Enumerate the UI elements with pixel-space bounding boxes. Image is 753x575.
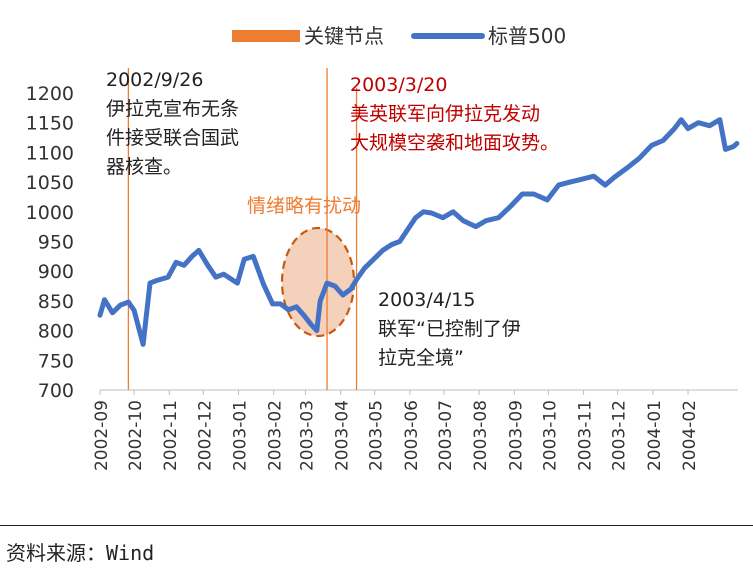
- legend-label-key-dates: 关键节点: [304, 24, 384, 48]
- footer-divider: [0, 525, 753, 526]
- x-tick-label: 2003-08: [471, 400, 491, 471]
- x-tick-label: 2004-01: [645, 400, 665, 471]
- y-tick-label: 1050: [26, 172, 74, 194]
- series-line-sp500: [97, 117, 740, 347]
- x-tick-label: 2003-11: [576, 400, 596, 471]
- source-note: 资料来源：Wind: [6, 541, 155, 565]
- x-tick-label: 2002-12: [195, 400, 215, 471]
- x-tick-label: 2003-05: [367, 400, 387, 471]
- x-tick-label: 2003-03: [297, 400, 317, 471]
- y-tick-label: 750: [38, 350, 74, 372]
- annotation-text-ann3: 情绪略有扰动: [247, 195, 361, 217]
- x-tick-label: 2002-09: [92, 400, 112, 471]
- y-tick-label: 700: [38, 380, 74, 402]
- x-tick-label: 2003-12: [610, 400, 630, 471]
- x-tick-label: 2003-10: [540, 400, 560, 471]
- x-tick-label: 2003-07: [436, 400, 456, 471]
- legend-swatch-key-dates: [232, 30, 300, 42]
- y-tick-label: 800: [38, 321, 74, 343]
- annotation-text-ann4: 联军“已控制了伊: [378, 318, 521, 340]
- y-tick-label: 1150: [26, 113, 74, 135]
- x-tick-label: 2003-02: [266, 400, 286, 471]
- x-tick-label: 2003-04: [333, 400, 353, 471]
- annotation-text-ann1: 件接受联合国武: [106, 127, 239, 149]
- x-tick-label: 2002-10: [126, 400, 146, 471]
- axes: 700 750 800 850 900 950 1000 1050 1100 1150 1200 20…: [26, 83, 738, 471]
- legend-label-sp500: 标普500: [488, 24, 566, 48]
- y-tick-label: 850: [38, 291, 74, 313]
- annotation-text-ann1: 2002/9/26: [106, 69, 203, 91]
- y-tick-label: 950: [38, 232, 74, 254]
- marks: [97, 68, 740, 390]
- y-tick-label: 1000: [26, 202, 74, 224]
- legend: 关键节点 标普500: [232, 24, 566, 48]
- annotation-text-ann1: 伊拉克宣布无条: [106, 98, 239, 120]
- annotation-text-ann1: 器核查。: [106, 156, 182, 178]
- x-tick-label: 2002-11: [161, 400, 181, 471]
- x-tick-label: 2004-02: [680, 400, 700, 471]
- annotation-text-ann4: 2003/4/15: [378, 289, 475, 311]
- x-tick-label: 2003-01: [230, 400, 250, 471]
- y-tick-label: 1200: [26, 83, 74, 105]
- y-tick-label: 900: [38, 261, 74, 283]
- annotation-text-ann2: 美英联军向伊拉克发动: [350, 103, 540, 125]
- y-tick-label: 1100: [26, 142, 74, 164]
- annotation-text-ann2: 2003/3/20: [350, 74, 447, 96]
- x-tick-label: 2003-09: [506, 400, 526, 471]
- annotation-text-ann4: 拉克全境”: [378, 347, 464, 369]
- x-tick-label: 2003-06: [402, 400, 422, 471]
- annotation-text-ann2: 大规模空袭和地面攻势。: [350, 132, 559, 154]
